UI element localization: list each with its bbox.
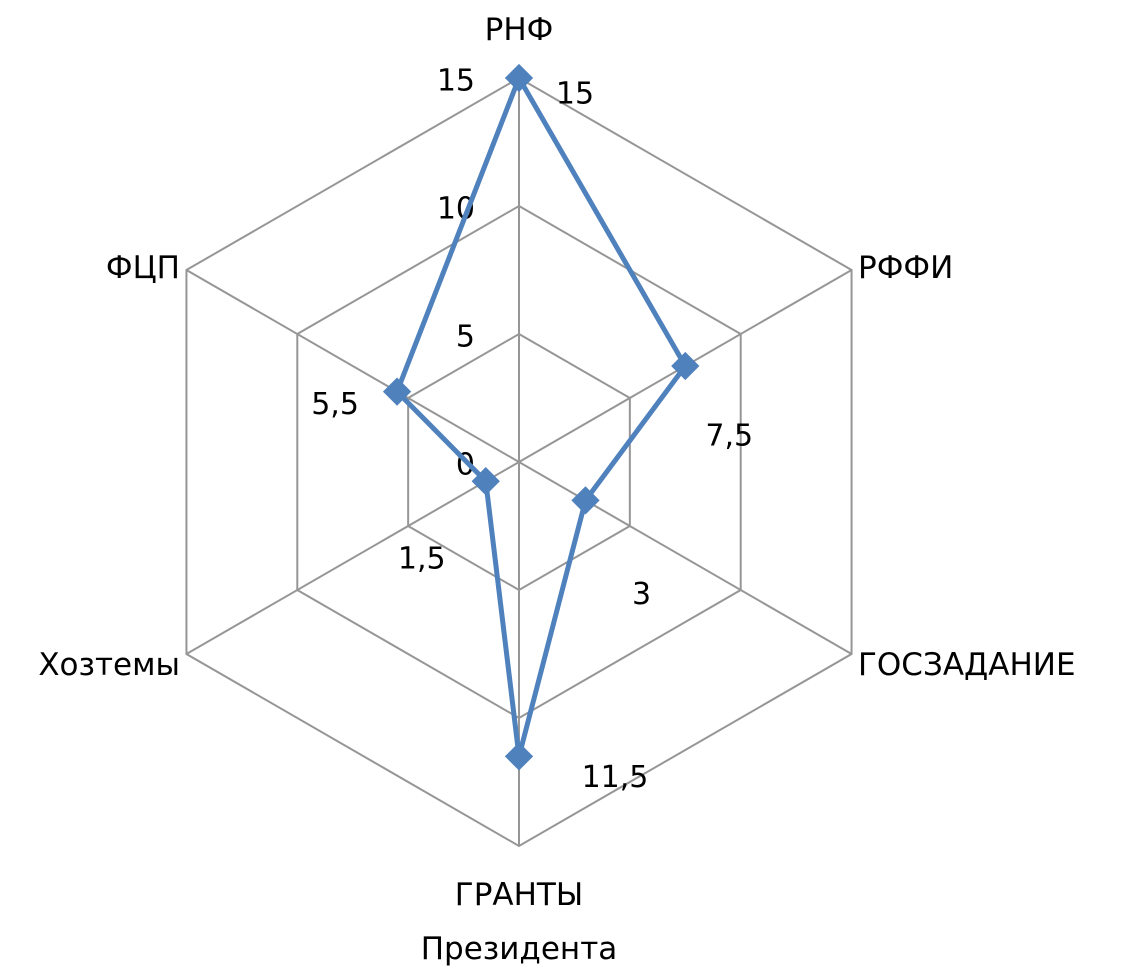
spoke [518, 461, 853, 655]
data-label: 5,5 [311, 387, 359, 422]
data-point [382, 377, 412, 406]
data-label: 1,5 [398, 542, 446, 577]
data-point [471, 467, 500, 496]
category-label: ГОСЗАДАНИЕ [858, 647, 1076, 683]
category-label: РФФИ [858, 250, 954, 286]
category-label: Хозтемы [38, 647, 180, 683]
data-label: 11,5 [582, 760, 649, 795]
data-point [504, 742, 534, 771]
data-label: 15 [556, 77, 594, 112]
spoke [185, 269, 520, 463]
y-tick-label: 15 [437, 64, 475, 99]
data-point [504, 63, 534, 93]
data-label: 3 [632, 577, 651, 612]
category-label: РНФ [484, 12, 554, 48]
category-label: ГРАНТЫ Президента [420, 877, 618, 967]
category-label: ФЦП [105, 250, 180, 286]
y-tick-label: 5 [456, 320, 475, 355]
data-point [571, 486, 600, 515]
data-point [671, 351, 700, 381]
spoke [185, 461, 520, 655]
data-label: 7,5 [705, 419, 753, 454]
